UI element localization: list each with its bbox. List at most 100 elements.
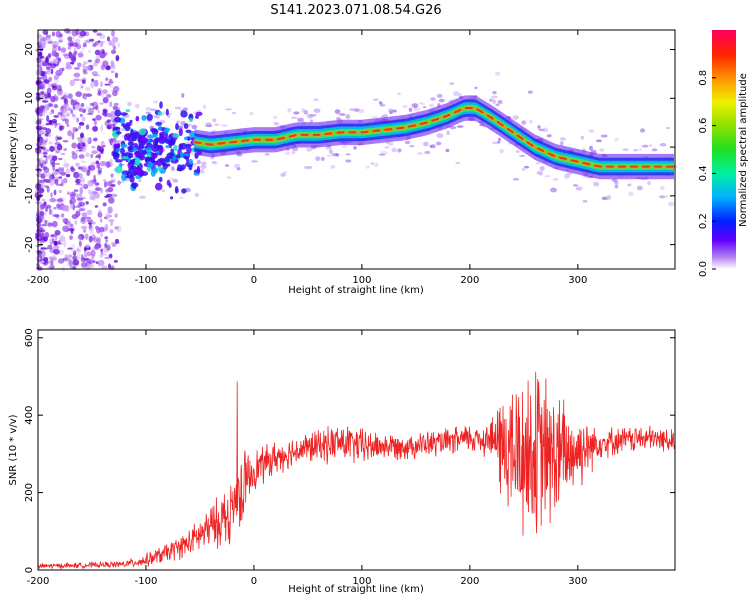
spectrogram-haze-blob xyxy=(638,148,643,151)
spectrogram-haze-blob xyxy=(495,103,500,107)
spectrogram-noise-blob xyxy=(77,235,82,242)
spectrogram-turbulent-blob xyxy=(141,115,147,121)
spectrogram-noise-blob xyxy=(80,225,88,230)
spectrogram-noise-blob xyxy=(89,190,96,198)
spectrogram-haze-blob xyxy=(345,114,351,120)
spectrogram-noise-blob xyxy=(102,108,108,114)
spectrogram-noise-blob xyxy=(79,132,84,139)
spectrogram-noise-blob xyxy=(70,61,74,65)
snr-y-ticks: 0 200 400 600 xyxy=(24,328,675,573)
spectrogram-y-ticks: -20 -10 0 10 20 xyxy=(24,43,675,253)
spectrogram-turbulent-blob xyxy=(173,144,178,152)
snr-x-tick-label: 300 xyxy=(568,576,587,587)
spectrogram-noise-blob xyxy=(93,74,101,77)
spectrogram-turbulent-blob xyxy=(195,114,199,119)
spectrogram-noise-blob xyxy=(38,117,42,120)
spectrogram-haze-blob xyxy=(494,71,501,76)
spectrogram-haze-blob xyxy=(445,148,450,153)
spectrogram-noise-blob xyxy=(36,57,42,64)
spectrogram-noise-blob xyxy=(89,196,96,201)
spectrogram-haze-blob xyxy=(642,144,649,148)
spectrogram-noise-blob xyxy=(54,178,59,185)
spectrogram-noise-blob xyxy=(98,209,102,213)
spectrogram-turbulent-blob xyxy=(126,135,131,141)
spectrogram-noise-blob xyxy=(54,123,62,126)
spectrogram-noise-blob xyxy=(113,259,118,263)
snr-series-line xyxy=(37,371,676,571)
spectrogram-noise-blob xyxy=(60,47,67,53)
spectrogram-noise-blob xyxy=(41,250,46,258)
spectrogram-haze-blob xyxy=(385,141,390,145)
spectrogram-turbulent-blob xyxy=(119,147,125,155)
spectrogram-noise-blob xyxy=(49,173,55,181)
spectrogram-haze-blob xyxy=(420,102,426,105)
spectrogram-noise-blob xyxy=(99,41,104,48)
spectrogram-noise-blob xyxy=(37,133,42,140)
spectrogram-noise-blob xyxy=(95,58,101,64)
spectrogram-haze-blob xyxy=(284,151,291,156)
spectrogram-haze-blob xyxy=(640,128,646,133)
spectrogram-haze-blob xyxy=(552,177,559,181)
spectrogram-noise-blob xyxy=(66,29,72,35)
colorbar-gradient xyxy=(712,30,736,269)
spectrogram-noise-blob xyxy=(86,39,91,44)
spectrogram-noise-blob xyxy=(38,41,43,46)
spectrogram-haze-blob xyxy=(651,148,658,152)
spectrogram-noise-blob xyxy=(39,104,46,110)
spectrogram-noise-blob xyxy=(64,92,67,95)
spectrogram-noise-blob xyxy=(97,259,105,267)
spectrogram-noise-blob xyxy=(99,161,107,167)
spectrogram-noise-blob xyxy=(64,253,68,260)
spectrogram-haze-blob xyxy=(145,106,153,112)
spectrogram-haze-blob xyxy=(527,90,533,94)
spectrogram-noise-blob xyxy=(56,136,63,141)
spectrogram-haze-blob xyxy=(535,161,540,165)
spectrogram-noise-blob xyxy=(40,90,45,95)
spectrogram-noise-blob xyxy=(100,265,108,269)
spectrogram-turbulent-blob xyxy=(161,161,167,167)
spectrogram-noise-blob xyxy=(53,176,60,183)
spectrogram-noise-blob xyxy=(41,198,46,202)
spectrogram-noise-blobs xyxy=(34,28,678,272)
spectrogram-noise-blob xyxy=(84,87,91,91)
spectrogram-haze-blob xyxy=(499,148,504,154)
spectrogram-noise-blob xyxy=(69,79,75,87)
spectrogram-haze-blob xyxy=(301,108,306,113)
spectrogram-noise-blob xyxy=(92,221,96,225)
spectrogram-haze-blob xyxy=(220,124,228,127)
spectrogram-haze-blob xyxy=(446,130,450,136)
spectrogram-haze-blob xyxy=(379,153,386,156)
spectrogram-turbulent-blob xyxy=(121,155,129,160)
spectrogram-noise-blob xyxy=(115,55,120,62)
spectrogram-noise-blob xyxy=(61,217,64,220)
spectrogram-haze-blob xyxy=(176,120,181,124)
spectrogram-noise-blob xyxy=(99,218,103,223)
spectrogram-noise-blob xyxy=(47,260,54,265)
colorbar-tick-label: 0.8 xyxy=(698,70,709,86)
spectrogram-noise-blob xyxy=(69,235,73,240)
spectrogram-noise-blob xyxy=(39,112,43,117)
spectrogram-haze-blob xyxy=(575,186,583,191)
spectrogram-noise-blob xyxy=(105,212,111,220)
spectrogram-noise-blob xyxy=(57,258,65,264)
spectrogram-noise-blob xyxy=(40,175,46,179)
spectrogram-noise-blob xyxy=(80,86,84,89)
spectrogram-haze-blob xyxy=(408,107,413,112)
spectrogram-noise-blob xyxy=(84,216,92,220)
spectrogram-noise-blob xyxy=(81,212,84,216)
spectrogram-turbulent-blob xyxy=(147,160,153,168)
spectrogram-noise-blob xyxy=(77,203,82,208)
spectrogram-turbulent-blob xyxy=(114,126,121,130)
spectrogram-haze-blob xyxy=(668,201,675,207)
spectrogram-noise-blob xyxy=(62,217,69,224)
spectrogram-noise-blob xyxy=(61,105,67,110)
spectrogram-noise-blob xyxy=(104,242,108,248)
spectrogram-haze-blob xyxy=(379,103,386,107)
spectrogram-noise-blob xyxy=(80,183,87,189)
spectrogram-noise-blob xyxy=(65,173,71,178)
spectrogram-noise-blob xyxy=(91,71,98,77)
spectrogram-noise-blob xyxy=(77,166,84,170)
spectrogram-haze-blob xyxy=(497,140,501,144)
snr-y-tick-label: 200 xyxy=(24,483,35,502)
